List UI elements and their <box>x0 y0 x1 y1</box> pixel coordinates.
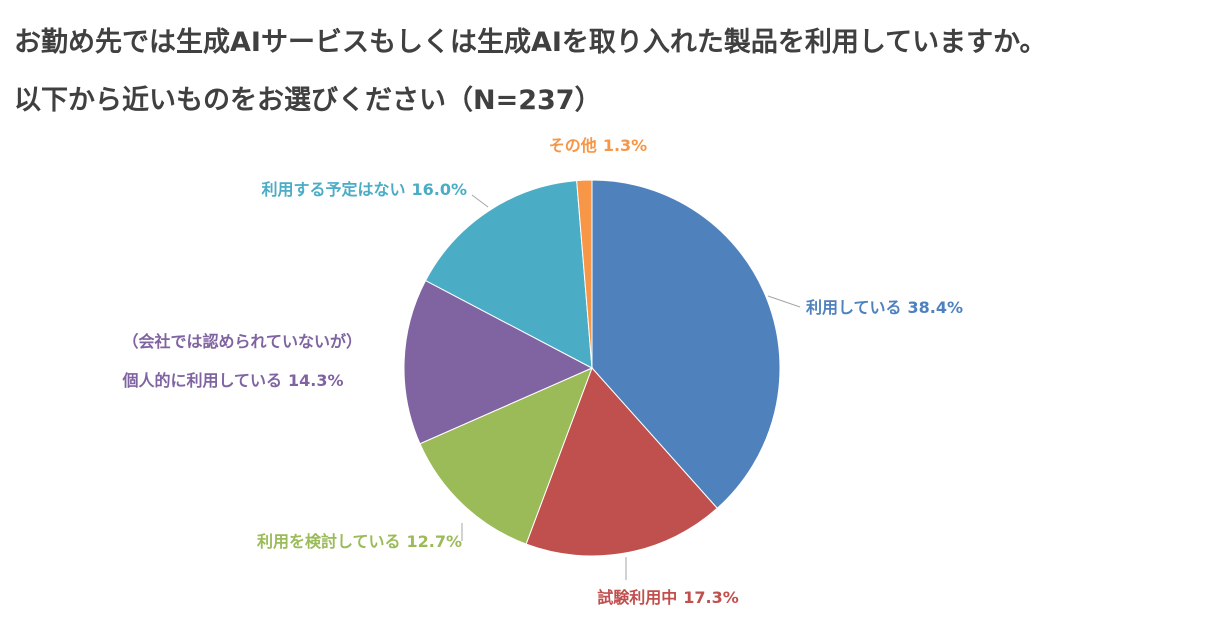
value-label: 17.3% <box>683 588 739 607</box>
leader-line <box>471 194 489 208</box>
leader-line <box>767 295 801 308</box>
pie-slice <box>403 279 594 445</box>
value-label: 16.0% <box>411 180 467 199</box>
value-label: 1.3% <box>602 136 648 155</box>
category-label: （会社では認められていないが） 個人的に利用している <box>122 332 362 390</box>
value-label: 38.4% <box>907 298 964 317</box>
chart-title: お勤め先では生成AIサービスもしくは生成AIを取り入れた製品を利用していますか。 <box>14 27 1047 58</box>
category-label: 利用を検討している <box>256 532 401 551</box>
pie-slice <box>576 179 593 369</box>
chart-subtitle: 以下から近いものをお選びください（N=237） <box>14 85 602 116</box>
category-label: 利用する予定はない <box>261 180 406 199</box>
slice-label: その他 1.3% <box>549 126 647 165</box>
slice-label: 試験利用中 17.3% <box>597 578 739 617</box>
slice-label: 利用を検討している 12.7% <box>257 522 462 561</box>
pie-slice <box>424 180 593 369</box>
pie-slice <box>525 367 718 557</box>
slice-label: 利用している 38.4% <box>806 288 963 327</box>
leader-lines <box>461 194 801 580</box>
category-label: 利用している <box>806 298 902 317</box>
value-label: 14.3% <box>288 371 344 390</box>
category-label: 試験利用中 <box>597 588 678 607</box>
slice-label: （会社では認められていないが） 個人的に利用している 14.3% <box>122 322 362 400</box>
value-label: 12.7% <box>406 532 462 551</box>
slice-label: 利用する予定はない 16.0% <box>261 170 467 209</box>
pie-slice <box>419 367 593 545</box>
pie-slice <box>591 179 781 509</box>
category-label: その他 <box>548 136 597 155</box>
